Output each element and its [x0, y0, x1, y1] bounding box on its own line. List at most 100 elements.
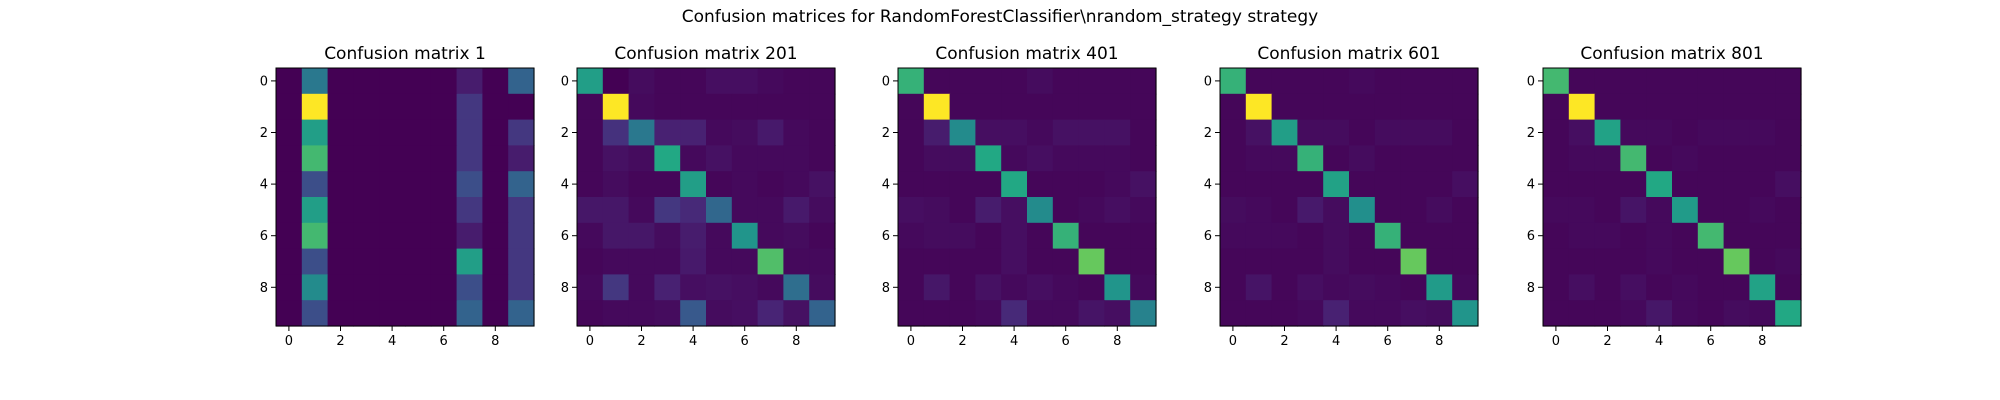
heatmap-cell-8-9 — [1452, 274, 1479, 301]
heatmap-cell-7-5 — [405, 248, 432, 275]
heatmap-cell-5-8 — [783, 197, 810, 224]
heatmap-cell-5-5 — [706, 197, 733, 224]
heatmap-cell-8-2 — [1271, 274, 1298, 301]
heatmap-cell-9-7 — [757, 300, 784, 327]
heatmap-cell-5-0 — [276, 197, 303, 224]
heatmap-cell-7-4 — [1001, 248, 1028, 275]
heatmap-cell-9-8 — [1104, 300, 1131, 327]
heatmap-cell-3-8 — [1426, 145, 1453, 172]
heatmap-cell-0-5 — [405, 68, 432, 95]
heatmap-cell-5-4 — [1323, 197, 1350, 224]
heatmap-cell-2-4 — [1323, 119, 1350, 146]
heatmap-cell-4-3 — [1620, 171, 1647, 198]
heatmap-cell-0-6 — [731, 68, 759, 95]
heatmap-cell-4-8 — [1104, 171, 1131, 198]
heatmap-cell-1-8 — [482, 93, 509, 121]
heatmap-cell-2-4 — [1001, 119, 1028, 146]
heatmap-cell-8-2 — [1594, 274, 1621, 301]
heatmap-cell-0-3 — [975, 68, 1002, 95]
heatmap-cell-2-3 — [654, 119, 681, 146]
heatmap-cell-9-9 — [508, 300, 535, 327]
heatmap-cell-9-7 — [1078, 300, 1105, 327]
heatmap-panel-4: Confusion matrix 601 0 2 4 6 8 0 2 4 6 8 — [1204, 44, 1479, 349]
heatmap-cell-1-5 — [1349, 93, 1376, 121]
heatmap-cell-4-3 — [975, 171, 1002, 198]
heatmap-cell-3-2 — [1271, 145, 1298, 172]
heatmap-cell-2-8 — [482, 119, 509, 146]
heatmap-cell-2-2 — [628, 119, 655, 146]
y-tick-label: 8 — [561, 281, 569, 296]
heatmap-cell-2-1 — [602, 119, 630, 146]
heatmap-cell-6-3 — [654, 222, 681, 250]
heatmap-cell-1-9 — [1130, 93, 1157, 121]
heatmap-frame — [1219, 67, 1479, 327]
heatmap-cell-0-6 — [1052, 68, 1080, 95]
heatmap-cell-3-0 — [276, 145, 303, 172]
heatmap-cell-9-3 — [1620, 300, 1647, 327]
heatmap-cell-1-5 — [405, 93, 432, 121]
heatmap-cell-1-3 — [1297, 93, 1324, 121]
heatmap-cell-0-1 — [602, 68, 630, 95]
heatmap-cell-8-2 — [628, 274, 655, 301]
heatmap-cell-4-4 — [680, 171, 707, 198]
heatmap-panel-1: Confusion matrix 1 0 2 4 6 8 0 2 4 6 8 — [260, 44, 535, 349]
y-tick-label: 2 — [561, 126, 569, 141]
heatmap-cell-3-0 — [898, 145, 925, 172]
heatmap-frame — [275, 67, 535, 327]
heatmap-cell-9-6 — [430, 300, 458, 327]
x-tick-label: 4 — [689, 334, 697, 349]
heatmap-cell-4-6 — [430, 171, 458, 198]
heatmap-cell-2-5 — [1672, 119, 1699, 146]
heatmap-cell-1-2 — [1594, 93, 1621, 121]
heatmap-cell-8-8 — [1749, 274, 1776, 301]
heatmap-cell-0-4 — [1323, 68, 1350, 95]
heatmap-cell-9-3 — [353, 300, 380, 327]
heatmap-cell-8-3 — [1297, 274, 1324, 301]
heatmap-cell-5-3 — [1620, 197, 1647, 224]
heatmap-cell-0-4 — [680, 68, 707, 95]
heatmap-cell-7-2 — [327, 248, 354, 275]
heatmap-cell-5-3 — [1297, 197, 1324, 224]
heatmap-cell-2-4 — [680, 119, 707, 146]
heatmap-cell-3-9 — [1130, 145, 1157, 172]
heatmap-cell-1-7 — [1400, 93, 1427, 121]
heatmap-cell-6-7 — [1723, 222, 1750, 250]
heatmap-cell-5-1 — [923, 197, 951, 224]
heatmap-cell-6-1 — [923, 222, 951, 250]
heatmap-cell-4-9 — [809, 171, 836, 198]
heatmap-cell-3-3 — [1297, 145, 1324, 172]
heatmap-cell-2-6 — [430, 119, 458, 146]
heatmap-cell-5-8 — [1749, 197, 1776, 224]
heatmap-cell-9-4 — [379, 300, 406, 327]
heatmap-cell-9-2 — [1271, 300, 1298, 327]
x-tick-label: 6 — [1384, 334, 1392, 349]
heatmap-cell-7-1 — [602, 248, 630, 275]
heatmap-cell-1-6 — [430, 93, 458, 121]
x-tick-label: 0 — [586, 334, 594, 349]
heatmap-cell-7-0 — [1220, 248, 1247, 275]
heatmap-cell-9-1 — [923, 300, 951, 327]
heatmap-cell-5-5 — [1349, 197, 1376, 224]
heatmap-cell-1-4 — [1323, 93, 1350, 121]
heatmap-cell-3-8 — [1104, 145, 1131, 172]
heatmap-cell-5-1 — [1568, 197, 1596, 224]
x-tick-label: 0 — [907, 334, 915, 349]
heatmap-cell-6-4 — [1001, 222, 1028, 250]
heatmap-cell-5-4 — [379, 197, 406, 224]
heatmap-cell-5-6 — [1374, 197, 1402, 224]
heatmap-cell-8-6 — [430, 274, 458, 301]
heatmap-cell-5-0 — [898, 197, 925, 224]
heatmap-cell-8-4 — [1646, 274, 1673, 301]
heatmap-cell-7-7 — [1400, 248, 1427, 275]
heatmap-cell-9-4 — [1646, 300, 1673, 327]
heatmap-cell-4-2 — [1271, 171, 1298, 198]
heatmap-cell-0-7 — [757, 68, 784, 95]
heatmap-cell-3-0 — [577, 145, 604, 172]
heatmap-cell-2-8 — [1104, 119, 1131, 146]
heatmap-cell-2-6 — [1052, 119, 1080, 146]
heatmap-cell-8-6 — [1374, 274, 1402, 301]
heatmap-cell-9-0 — [1543, 300, 1570, 327]
heatmap-cell-0-5 — [706, 68, 733, 95]
heatmap-cell-3-9 — [1452, 145, 1479, 172]
